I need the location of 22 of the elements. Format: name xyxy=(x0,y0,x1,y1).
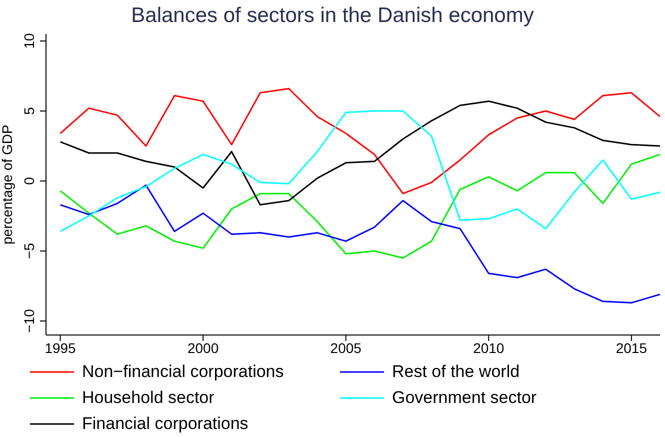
line-series xyxy=(60,110,660,232)
y-tick-label: −5 xyxy=(21,242,37,259)
legend-label: Household sector xyxy=(82,388,214,408)
y-tick-label: 0 xyxy=(21,176,37,185)
line-series xyxy=(60,100,660,206)
x-tick-label: 2010 xyxy=(473,340,504,356)
y-tick-label: 10 xyxy=(21,33,37,49)
x-tick-label: 2005 xyxy=(330,340,362,356)
legend-label: Financial corporations xyxy=(82,414,248,434)
chart-title: Balances of sectors in the Danish economy xyxy=(130,4,535,28)
x-tick-label: 2015 xyxy=(616,340,648,356)
legend-label: Rest of the world xyxy=(392,362,520,382)
y-tick-label: −10 xyxy=(21,308,37,333)
legend-label: Non−financial corporations xyxy=(82,362,284,382)
line-series xyxy=(60,88,660,194)
y-tick-label: 5 xyxy=(21,106,37,115)
line-series xyxy=(60,154,660,259)
legend-label: Government sector xyxy=(392,388,537,408)
x-tick-label: 2000 xyxy=(187,340,219,356)
x-tick-label: 1995 xyxy=(44,340,76,356)
y-axis-title: percentage of GDP xyxy=(0,124,15,244)
line-series xyxy=(60,184,660,304)
